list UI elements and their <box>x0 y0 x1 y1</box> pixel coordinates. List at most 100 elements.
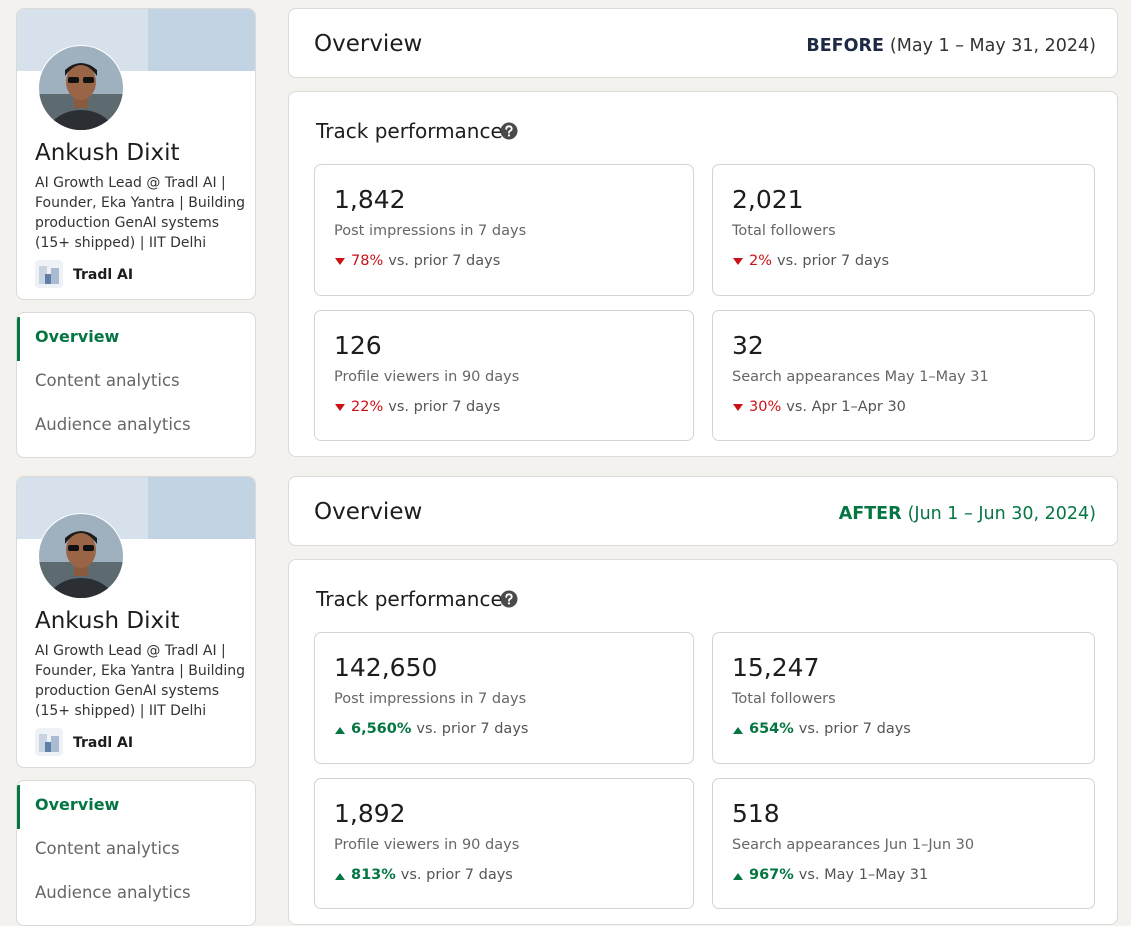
change-line: 30% vs. Apr 1–Apr 30 <box>749 400 906 415</box>
metric-label: Search appearances May 1–May 31 <box>732 369 989 385</box>
metric-label: Profile viewers in 90 days <box>334 837 520 853</box>
profile-headline: Founder, Eka Yantra | Building <box>35 195 246 211</box>
metric-card: 2,021 Total followers 2% vs. prior 7 days <box>712 164 1095 296</box>
metric-label: Total followers <box>732 691 836 707</box>
metric-card: 518 Search appearances Jun 1–Jun 30 967% vs… <box>712 778 1095 909</box>
metric-label: Total followers <box>732 223 836 239</box>
trend-arrow <box>733 727 743 734</box>
profile-card: Ankush Dixit AI Growth Lead @ Tradl AI | F… <box>16 476 256 768</box>
change-value: 967% <box>749 867 794 883</box>
metric-value: 142,650 <box>334 653 438 682</box>
metric-card: 126 Profile viewers in 90 days 22% vs. prio… <box>314 310 694 441</box>
period-label: AFTER <box>838 504 902 524</box>
change-line: 967% vs. May 1–May 31 <box>749 868 928 883</box>
metric-label: Post impressions in 7 days <box>334 691 527 707</box>
track-title: Track performance <box>316 587 503 611</box>
nav-item[interactable]: Audience analytics <box>35 415 191 434</box>
change-value: 2% <box>749 253 773 269</box>
metric-value: 32 <box>732 331 764 360</box>
help-icon <box>500 590 518 608</box>
trend-arrow <box>733 258 743 265</box>
overview-title: Overview <box>314 31 423 57</box>
change-comparison: vs. prior 7 days <box>798 721 911 737</box>
profile-headline: (15+ shipped) | IIT Delhi <box>35 235 207 251</box>
nav-item[interactable]: Content analytics <box>35 371 180 390</box>
profile-card: Ankush Dixit AI Growth Lead @ Tradl AI | F… <box>16 8 256 300</box>
nav-card: Overview Content analytics Audience analyt… <box>16 312 256 458</box>
metric-card: 15,247 Total followers 654% vs. prior 7 day… <box>712 632 1095 764</box>
change-value: 6,560% <box>351 721 412 737</box>
metric-label: Profile viewers in 90 days <box>334 369 520 385</box>
nav-card: Overview Content analytics Audience analyt… <box>16 780 256 926</box>
period-range: (May 1 – May 31, 2024) <box>889 36 1096 56</box>
period-range: (Jun 1 – Jun 30, 2024) <box>907 504 1096 524</box>
change-comparison: vs. prior 7 days <box>388 399 501 415</box>
track-card: Track performance 1,842 Post impressions i… <box>288 91 1118 457</box>
period: BEFORE (May 1 – May 31, 2024) <box>806 36 1096 56</box>
company-logo <box>35 728 63 756</box>
nav-item[interactable]: Content analytics <box>35 839 180 858</box>
change-comparison: vs. May 1–May 31 <box>798 867 929 883</box>
profile-headline: production GenAI systems <box>35 683 220 699</box>
active-indicator <box>17 785 20 829</box>
metric-value: 1,842 <box>334 185 406 214</box>
profile-headline: (15+ shipped) | IIT Delhi <box>35 703 207 719</box>
help-icon <box>500 122 518 140</box>
change-line: 6,560% vs. prior 7 days <box>351 722 528 737</box>
metric-card: 1,842 Post impressions in 7 days 78% vs. pr… <box>314 164 694 296</box>
profile-headline: production GenAI systems <box>35 215 220 231</box>
change-comparison: vs. prior 7 days <box>416 721 529 737</box>
trend-arrow <box>335 873 345 880</box>
metric-value: 126 <box>334 331 382 360</box>
track-card: Track performance 142,650 Post impressions… <box>288 559 1118 925</box>
avatar <box>38 45 124 131</box>
metric-label: Search appearances Jun 1–Jun 30 <box>732 837 975 853</box>
change-value: 78% <box>351 253 384 269</box>
change-comparison: vs. prior 7 days <box>388 253 501 269</box>
overview-card: Overview BEFORE (May 1 – May 31, 2024) <box>288 8 1118 78</box>
avatar <box>38 513 124 599</box>
change-line: 654% vs. prior 7 days <box>749 722 911 737</box>
period: AFTER (Jun 1 – Jun 30, 2024) <box>838 504 1096 524</box>
change-line: 2% vs. prior 7 days <box>749 254 889 269</box>
profile-name: Ankush Dixit <box>35 608 180 634</box>
change-comparison: vs. prior 7 days <box>777 253 890 269</box>
change-value: 654% <box>749 721 794 737</box>
metric-card: 32 Search appearances May 1–May 31 30% vs. … <box>712 310 1095 441</box>
profile-headline: Founder, Eka Yantra | Building <box>35 663 246 679</box>
change-line: 22% vs. prior 7 days <box>351 400 500 415</box>
change-value: 30% <box>749 399 782 415</box>
page: Ankush Dixit AI Growth Lead @ Tradl AI | F… <box>16 8 1118 926</box>
track-title: Track performance <box>316 119 503 143</box>
nav-item[interactable]: Audience analytics <box>35 883 191 902</box>
nav-item[interactable]: Overview <box>35 795 120 814</box>
overview-card: Overview AFTER (Jun 1 – Jun 30, 2024) <box>288 476 1118 546</box>
profile-name: Ankush Dixit <box>35 140 180 166</box>
company-name: Tradl AI <box>73 735 134 751</box>
metric-label: Post impressions in 7 days <box>334 223 527 239</box>
period-label: BEFORE <box>806 36 884 56</box>
trend-arrow <box>733 404 743 411</box>
metric-value: 518 <box>732 799 780 828</box>
company-name: Tradl AI <box>73 267 134 283</box>
metric-card: 142,650 Post impressions in 7 days 6,560% v… <box>314 632 694 764</box>
metric-card: 1,892 Profile viewers in 90 days 813% vs. p… <box>314 778 694 909</box>
company-logo <box>35 260 63 288</box>
trend-arrow <box>335 404 345 411</box>
profile-headline: AI Growth Lead @ Tradl AI | <box>35 175 226 191</box>
metric-value: 2,021 <box>732 185 804 214</box>
overview-title: Overview <box>314 499 423 525</box>
change-line: 813% vs. prior 7 days <box>351 868 513 883</box>
change-comparison: vs. Apr 1–Apr 30 <box>786 399 906 415</box>
metric-value: 1,892 <box>334 799 406 828</box>
trend-arrow <box>733 873 743 880</box>
nav-item[interactable]: Overview <box>35 327 120 346</box>
profile-headline: AI Growth Lead @ Tradl AI | <box>35 643 226 659</box>
metric-value: 15,247 <box>732 653 820 682</box>
active-indicator <box>17 317 20 361</box>
change-line: 78% vs. prior 7 days <box>351 254 500 269</box>
change-comparison: vs. prior 7 days <box>400 867 513 883</box>
change-value: 22% <box>351 399 384 415</box>
trend-arrow <box>335 258 345 265</box>
trend-arrow <box>335 727 345 734</box>
